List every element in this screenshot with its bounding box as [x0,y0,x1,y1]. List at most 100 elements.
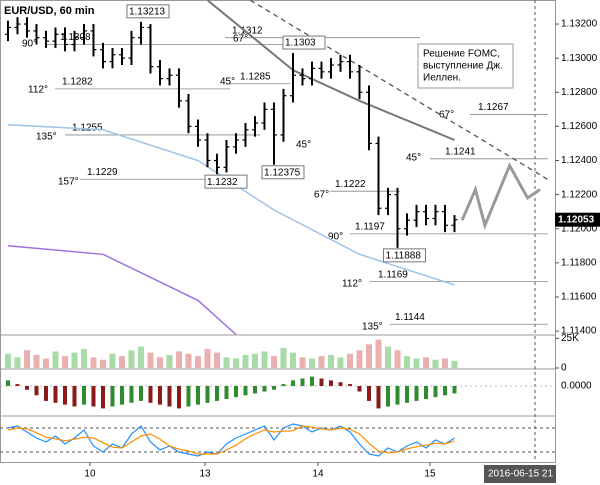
volume-bar [61,356,68,368]
macd-bar [243,385,248,396]
volume-bar [299,357,306,368]
macd-bar [81,385,86,405]
volume-bar [175,351,182,368]
macd-bar [43,385,48,401]
macd-bar [452,385,457,394]
x-tick-label: 13 [199,469,211,480]
price-box [126,4,170,19]
volume-bar [318,356,325,368]
volume-bar [403,356,410,368]
volume-bar [99,359,106,368]
y-tick-label: 1.12400 [561,155,598,166]
x-tick-label: 15 [424,469,436,480]
y-tick-label: 1.12000 [561,223,598,234]
level-label: 1.1241 [445,146,476,157]
macd-bar [100,385,105,409]
frame [0,0,556,463]
volume-bar [327,354,334,368]
price-box-label: 1.1232 [207,177,238,188]
volume-bar [261,351,268,368]
y-tick-label: 1.11600 [561,292,597,303]
price-box-label: 1.13213 [129,6,166,17]
macd-bar [224,385,229,400]
y-tick-label: 1.13200 [561,19,598,30]
macd-bar [319,378,324,386]
volume-bar [156,357,163,368]
volume-bar [137,346,144,368]
price-box [282,35,326,50]
macd-bar [176,385,181,409]
note-box [417,43,514,89]
y-tick-label: 1.13000 [561,53,598,64]
volume-bar [413,358,420,368]
macd-bar [129,385,134,403]
stoch-line [7,425,455,455]
macd-bar [433,385,438,398]
macd-bar [423,385,428,400]
macd-bar [157,385,162,405]
current-price-bg [555,212,600,227]
volume-bar [90,357,97,368]
angle-label: 45° [406,153,421,164]
level-label: 1.1229 [87,167,118,178]
macd-bar [138,385,143,401]
macd-bar [53,385,58,403]
angle-label: 135° [362,322,383,333]
angle-label: 67° [314,190,329,201]
macd-bar [442,385,447,396]
macd-bar [205,385,210,403]
x-tick-label: 14 [312,469,324,480]
volume-bar [232,358,239,368]
level-label: 1.1255 [72,123,103,134]
level-label: 1.1282 [62,77,93,88]
price-box-label: 1.1303 [285,38,316,49]
title-bg [2,3,114,19]
macd-bar [214,385,219,401]
volume-bar [432,359,439,368]
macd-bar [262,385,267,392]
macd-bar [395,385,400,405]
volume-bar [251,353,258,368]
level-label: 1.1267 [478,102,509,113]
macd-bar [271,385,276,390]
macd-bar [376,385,381,409]
volume-bar [185,353,192,368]
y-tick-label: 1.11800 [561,257,597,268]
volume-bar [289,352,296,368]
macd-bar [328,380,333,386]
macd-bar [15,384,20,386]
volume-bar [422,357,429,368]
y-tick-label: 1.12600 [561,121,598,132]
price-box [204,174,248,189]
macd-bar [5,380,10,386]
angle-label: 45° [296,140,311,151]
volume-bar [23,350,30,368]
macd-bar [309,376,314,386]
volume-bar [270,356,277,368]
price-box-label: 1.11888 [385,250,421,261]
note-text: выступление Дж. [423,61,503,72]
volume-bar [384,346,391,368]
volume-bar [33,354,40,368]
level-label: 1.1312 [232,25,263,36]
macd-bar [290,380,295,386]
moving-average [206,0,455,141]
macd-bar [385,385,390,407]
y-tick-label: 1.12200 [561,189,598,200]
current-price-label: 1.12053 [558,214,595,225]
macd-bar [195,385,200,405]
angle-label: 135° [36,132,57,143]
level-label: 1.1285 [240,71,271,82]
volume-bar [280,347,287,368]
note-text: Иеллен. [423,73,461,84]
macd-bar [281,384,286,386]
volume-bar [166,354,173,368]
angle-label: 157° [58,177,79,188]
macd-bar [119,385,124,405]
level-label: 1.1197 [355,221,385,232]
angle-label: 90° [22,39,37,50]
macd-bar [357,385,362,392]
volume-bar [14,357,21,368]
volume-bar [71,352,78,368]
